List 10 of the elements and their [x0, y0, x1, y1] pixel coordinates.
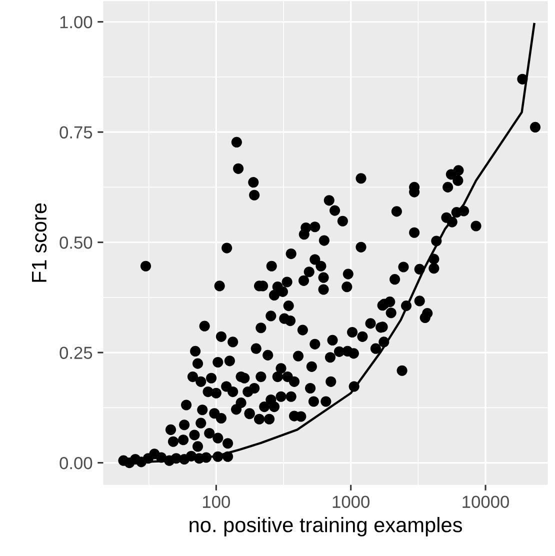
- y-tick-label: 0.50: [60, 236, 92, 249]
- y-tick-label: 0.00: [60, 456, 92, 470]
- x-tick-label: 100: [203, 496, 230, 508]
- x-tick-label: 10000: [462, 496, 509, 508]
- y-tick-label: 1.00: [60, 16, 92, 28]
- x-axis-title: no. positive training examples: [190, 516, 462, 536]
- x-tick-label: 1000: [332, 496, 370, 508]
- y-tick-label: 0.25: [60, 346, 92, 360]
- y-axis-title: F1 score: [32, 203, 47, 282]
- y-tick-label: 0.75: [60, 126, 92, 139]
